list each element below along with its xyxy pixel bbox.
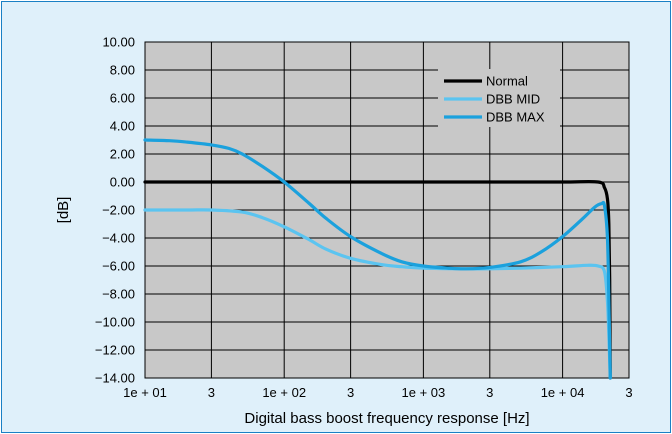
series-line-dbb-mid [143,208,612,380]
legend-label: DBB MAX [486,110,545,125]
y-tick-label: 0.00 [110,175,135,190]
y-tick-label: 8.00 [110,63,135,78]
x-axis-title: Digital bass boost frequency response [H… [244,410,529,427]
y-tick-label: 6.00 [110,91,135,106]
series-lines [143,138,612,380]
x-tick-label: 3 [625,385,632,400]
legend-label: Normal [486,74,528,89]
y-tick-label: 2.00 [110,147,135,162]
tick-labels: 10.00 8.00 6.00 4.00 2.00 0.00 −2.00 −4.00 −6.00… [95,35,633,401]
x-tick-label: 1e + 01 [123,385,167,400]
y-tick-label: 10.00 [102,35,135,50]
y-tick-label: −12.00 [95,343,135,358]
y-tick-label: −6.00 [102,259,135,274]
x-tick-label: 1e + 04 [541,385,585,400]
y-tick-label: −2.00 [102,203,135,218]
legend-label: DBB MID [486,92,540,107]
x-tick-label: 3 [347,385,354,400]
y-tick-label: −4.00 [102,231,135,246]
x-tick-label: 3 [208,385,215,400]
x-tick-label: 1e + 03 [402,385,446,400]
y-tick-label: −8.00 [102,287,135,302]
y-axis-title: [dB] [55,197,72,224]
y-tick-label: −14.00 [95,371,135,386]
series-line-dbb-max [143,138,612,380]
y-tick-label: 4.00 [110,119,135,134]
y-tick-label: −10.00 [95,315,135,330]
x-tick-label: 3 [486,385,493,400]
legend: Normal DBB MID DBB MAX [438,69,560,127]
x-tick-label: 1e + 02 [262,385,306,400]
